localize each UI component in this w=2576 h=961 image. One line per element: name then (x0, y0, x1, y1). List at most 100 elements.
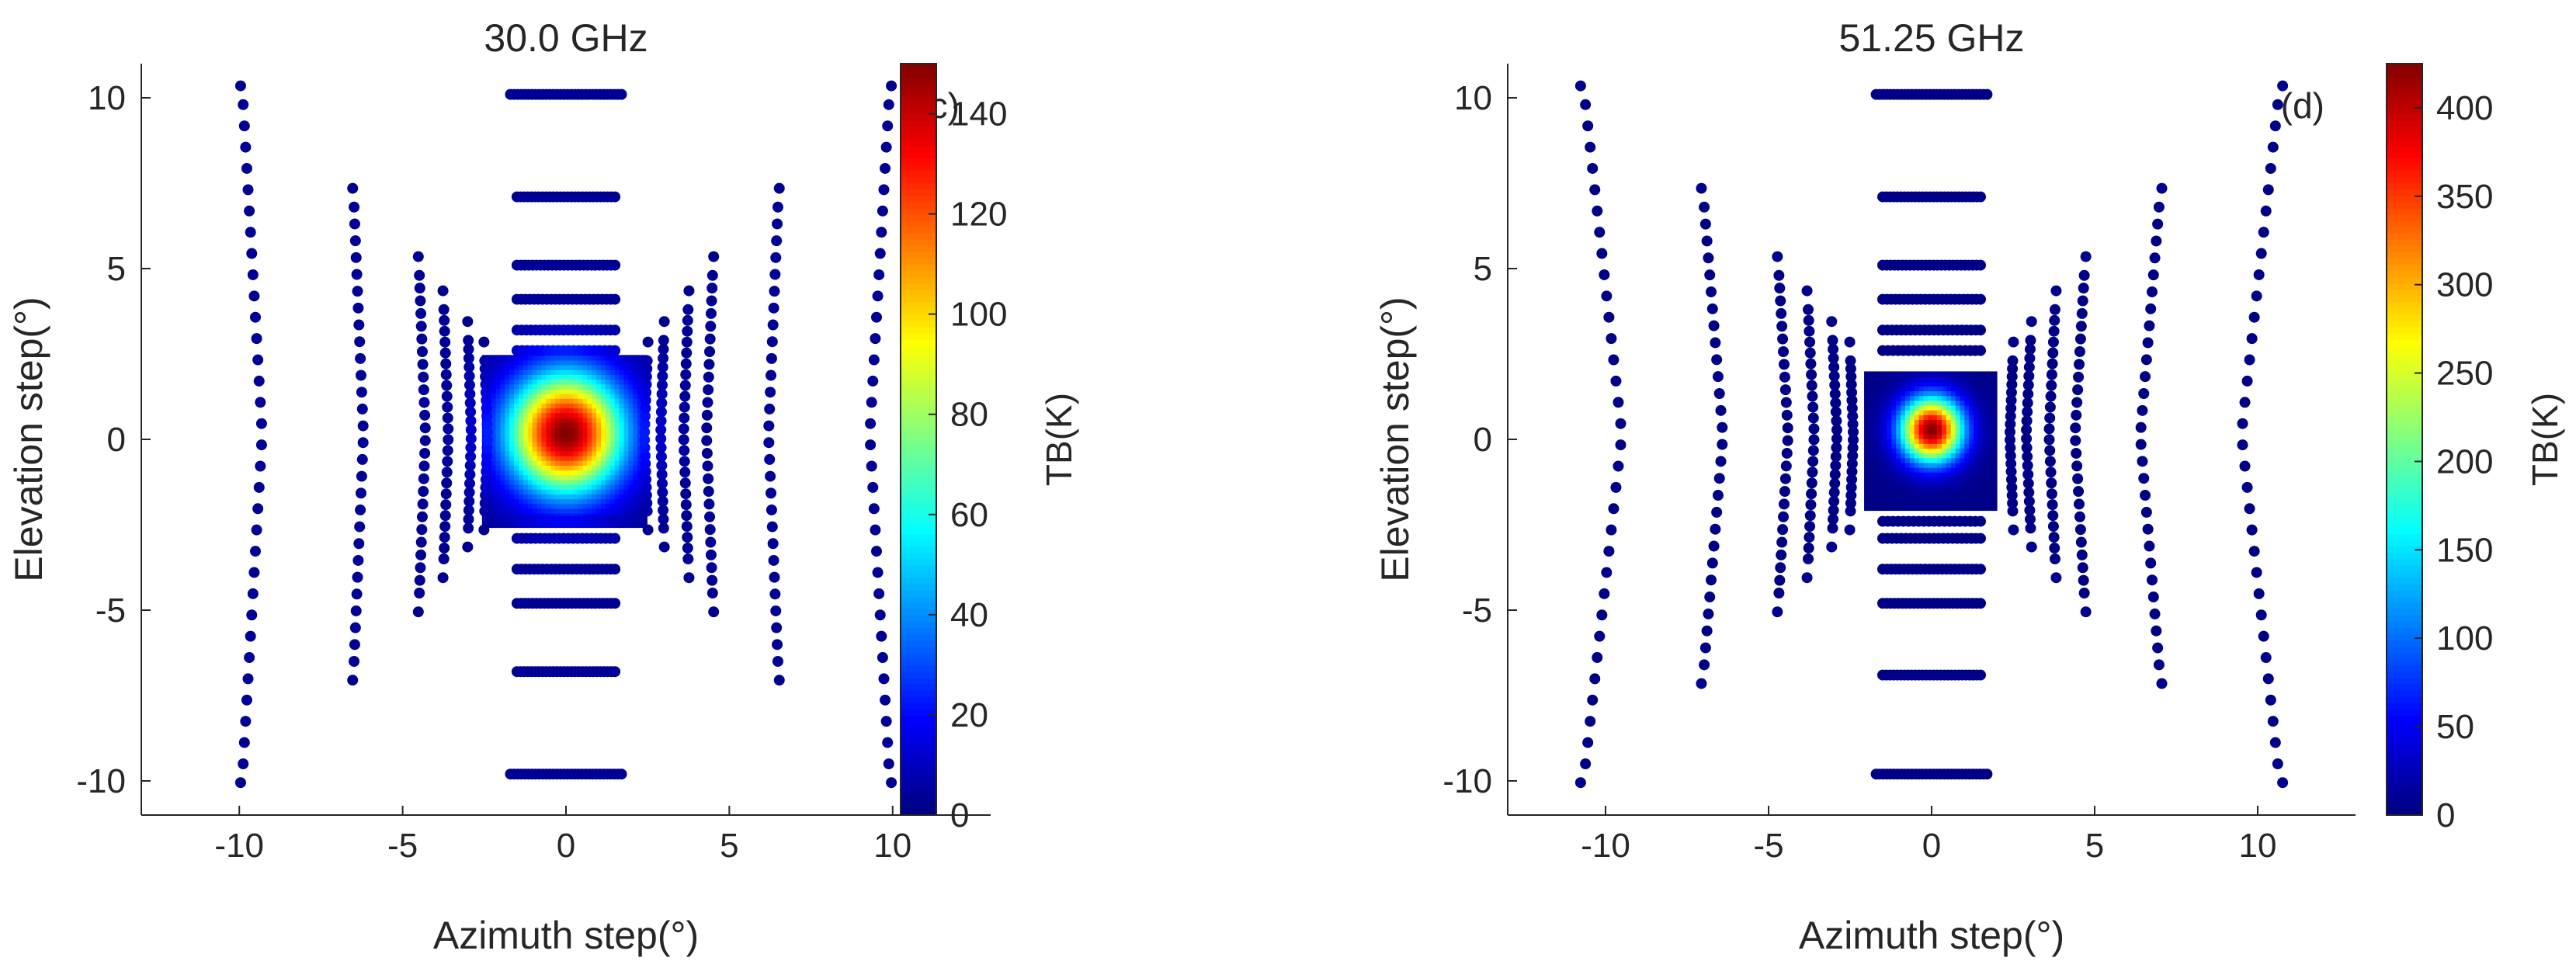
hotspot-cell (592, 488, 598, 494)
hotspot-cell (1918, 419, 1925, 425)
hotspot-cell (500, 436, 506, 442)
hotspot-cell (628, 359, 634, 366)
hotspot-cell (1987, 428, 1993, 435)
hotspot-cell (1909, 442, 1915, 449)
hotspot-cell (1877, 457, 1883, 463)
hotspot-cell (550, 379, 557, 385)
hotspot-cell (491, 441, 497, 447)
hotspot-cell (633, 479, 639, 485)
scan-point (480, 481, 491, 493)
hotspot-cell (1950, 390, 1956, 397)
hotspot-cell (1877, 471, 1883, 477)
hotspot-cell (1918, 414, 1925, 421)
hotspot-cell (587, 450, 593, 456)
hotspot-cell (1969, 433, 1975, 439)
scan-point (2071, 409, 2082, 421)
hotspot-cell (1950, 481, 1956, 487)
hotspot-cell (619, 512, 625, 519)
hotspot-cell (582, 474, 588, 480)
scan-point (682, 543, 693, 554)
hotspot-cell (1873, 448, 1879, 454)
hotspot-cell (628, 465, 634, 471)
hotspot-cell (1873, 404, 1879, 411)
scan-point (442, 401, 453, 413)
hotspot-cell (1918, 486, 1925, 492)
hotspot-cell (1901, 385, 1906, 392)
scan-point (2025, 522, 2036, 534)
hotspot-cell (573, 488, 579, 494)
hotspot-cell (568, 436, 575, 442)
hotspot-cell (527, 426, 533, 432)
scan-point (772, 639, 783, 650)
hotspot-cell (1946, 491, 1952, 497)
hotspot-cell (1978, 433, 1984, 439)
hotspot-cell (1950, 438, 1956, 444)
scan-point (772, 218, 783, 230)
scan-corner-point (683, 285, 695, 297)
scan-point (878, 184, 890, 196)
colorbar-segment (2387, 88, 2422, 96)
hotspot-cell (1969, 428, 1975, 435)
hotspot-cell (1946, 438, 1952, 444)
hotspot-cell (527, 369, 533, 375)
hotspot-cell (1991, 428, 1998, 435)
scan-point (1975, 533, 1986, 544)
hotspot-cell (1877, 433, 1883, 439)
hotspot-cell (601, 503, 606, 509)
hotspot-cell (536, 470, 543, 476)
hotspot-cell (509, 460, 516, 466)
hotspot-cell (505, 460, 511, 466)
scan-point (1828, 505, 1839, 516)
hotspot-cell (623, 460, 630, 466)
hotspot-cell (592, 412, 598, 418)
hotspot-cell (605, 450, 611, 456)
scan-point (1806, 380, 1817, 391)
scan-corner-point (708, 606, 720, 618)
hotspot-cell (541, 455, 547, 461)
hotspot-cell (522, 388, 529, 394)
hotspot-cell (1982, 486, 1988, 492)
hotspot-cell (1932, 467, 1939, 473)
hotspot-cell (514, 455, 519, 461)
hotspot-cell (605, 364, 611, 370)
scan-point (2146, 286, 2158, 297)
hotspot-cell (1918, 380, 1925, 387)
colorbar-segment (901, 320, 936, 328)
hotspot-cell (550, 364, 557, 370)
scan-point (352, 286, 363, 297)
y-tick-label: -5 (1462, 592, 1492, 630)
scan-point (772, 201, 783, 213)
hotspot-cell (1946, 414, 1952, 421)
hotspot-cell (1914, 442, 1920, 449)
hotspot-cell (587, 393, 593, 399)
hotspot-cell (495, 517, 502, 523)
hotspot-cell (578, 373, 584, 380)
hotspot-cell (1896, 433, 1902, 439)
hotspot-cell (573, 503, 579, 509)
hotspot-cell (1882, 438, 1888, 444)
scan-point (2071, 447, 2082, 459)
hotspot-cell (541, 408, 547, 414)
hotspot-cell (568, 369, 575, 375)
hotspot-cell (1955, 428, 1961, 435)
hotspot-cell (1887, 467, 1893, 473)
scan-point (350, 605, 362, 616)
scan-point (463, 495, 475, 507)
x-tick-label: 0 (557, 827, 575, 865)
hotspot-cell (1868, 424, 1874, 430)
scan-point (2006, 481, 2018, 493)
hotspot-cell (536, 503, 543, 509)
scan-point (2022, 388, 2034, 400)
hotspot-cell (514, 402, 519, 409)
hotspot-cell (1904, 424, 1911, 430)
hotspot-cell (1982, 442, 1988, 449)
scan-corner-point (2277, 777, 2289, 789)
hotspot-cell (1937, 467, 1943, 473)
hotspot-cell (1982, 500, 1988, 506)
hotspot-cell (601, 450, 606, 456)
hotspot-cell (514, 436, 519, 442)
scan-point (349, 201, 360, 213)
scan-point (2077, 562, 2088, 574)
hotspot-cell (1946, 495, 1952, 501)
colorbar-segment (901, 658, 936, 666)
